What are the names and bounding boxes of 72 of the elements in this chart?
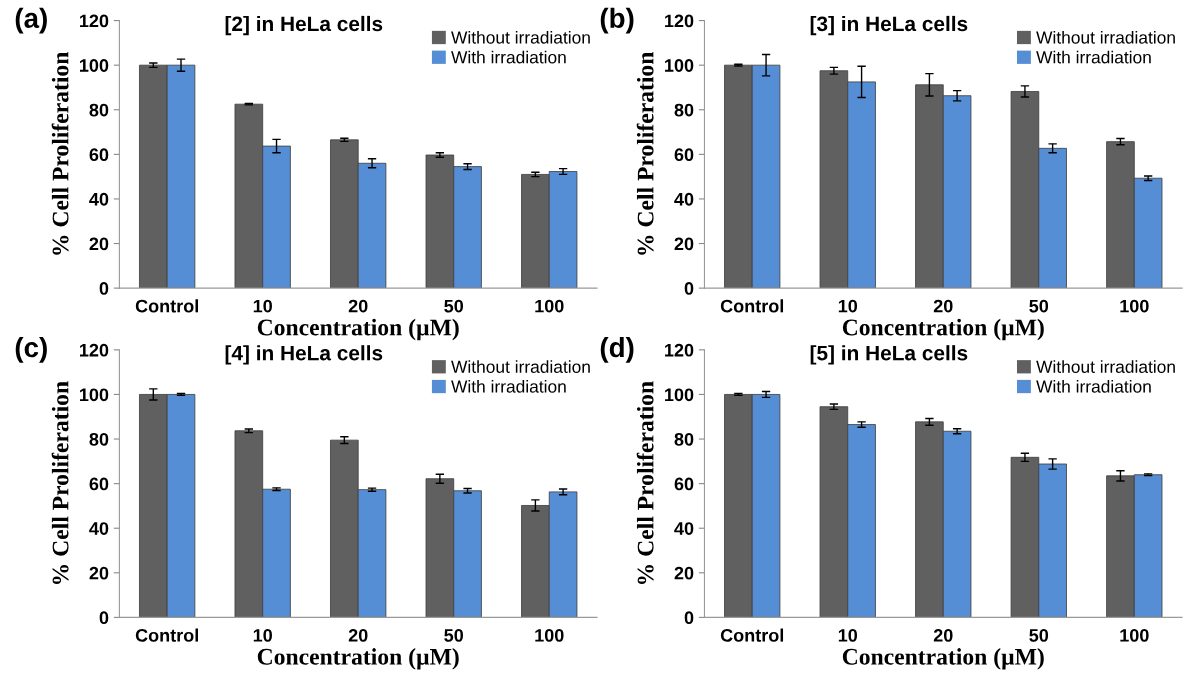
legend-label: Without irradiation <box>451 30 590 44</box>
y-tick-label: 60 <box>89 148 109 162</box>
text: (c) <box>15 336 47 363</box>
y-tick-label: 120 <box>80 14 109 28</box>
y-axis-title: % Cell Proliferation <box>636 51 654 255</box>
y-tick-label: 0 <box>99 611 109 625</box>
text: (b) <box>600 7 634 34</box>
y-axis-title: % Cell Proliferation <box>51 381 69 584</box>
x-tick-label: 100 <box>1120 628 1149 642</box>
x-tick-label: 20 <box>933 299 953 313</box>
x-tick-label: 10 <box>253 299 272 313</box>
legend-label: Without irradiation <box>1036 360 1175 373</box>
y-tick-label: 100 <box>80 388 109 402</box>
legend-label: Without irradiation <box>451 360 590 373</box>
x-tick-label: 20 <box>348 628 368 642</box>
y-tick-label: 0 <box>684 611 694 625</box>
chart-title: [4] in HeLa cells <box>225 345 383 365</box>
x-tick-label: 10 <box>253 628 272 642</box>
y-tick-label: 100 <box>665 388 694 402</box>
x-tick-label: 100 <box>1120 299 1149 313</box>
x-tick-label: 50 <box>1029 299 1049 313</box>
x-tick-label: Control <box>720 299 784 313</box>
y-tick-label: 80 <box>89 103 109 117</box>
y-tick-label: 40 <box>89 192 109 206</box>
y-tick-label: 40 <box>89 522 109 535</box>
x-tick-label: 20 <box>933 628 953 642</box>
legend-label: With irradiation <box>451 50 566 64</box>
legend-label: With irradiation <box>1036 50 1151 64</box>
y-tick-label: 60 <box>674 148 694 162</box>
y-axis-title: % Cell Proliferation <box>51 51 69 255</box>
legend-label: With irradiation <box>451 379 566 393</box>
legend-label: With irradiation <box>1036 379 1151 393</box>
x-axis-title: Concentration (µM) <box>257 648 459 670</box>
chart-title: [5] in HeLa cells <box>810 345 968 365</box>
text: (a) <box>15 7 47 34</box>
chart-title: [2] in HeLa cells <box>225 15 383 36</box>
x-tick-label: 50 <box>1029 628 1049 642</box>
y-tick-label: 20 <box>89 566 109 580</box>
y-tick-label: 80 <box>89 432 109 446</box>
x-axis-title: Concentration (µM) <box>842 318 1044 341</box>
y-tick-label: 20 <box>674 566 694 580</box>
y-tick-label: 40 <box>674 522 694 535</box>
y-tick-label: 20 <box>89 237 109 251</box>
text: (d) <box>600 336 634 363</box>
x-tick-label: 100 <box>535 299 564 313</box>
y-tick-label: 0 <box>684 282 694 295</box>
x-tick-label: Control <box>720 628 784 642</box>
x-tick-label: 10 <box>838 299 858 313</box>
y-tick-label: 60 <box>89 477 109 491</box>
y-tick-label: 100 <box>665 59 694 72</box>
x-tick-label: 20 <box>348 299 368 313</box>
y-tick-label: 40 <box>674 192 694 206</box>
y-tick-label: 80 <box>674 103 694 117</box>
chart-title: [3] in HeLa cells <box>810 15 968 36</box>
y-tick-label: 20 <box>674 237 694 251</box>
x-tick-label: 100 <box>535 628 564 642</box>
x-tick-label: Control <box>135 299 198 313</box>
y-tick-label: 120 <box>80 343 109 357</box>
y-tick-label: 120 <box>665 14 694 28</box>
x-axis-title: Concentration (µM) <box>257 318 459 341</box>
y-tick-label: 0 <box>99 282 109 295</box>
x-axis-title: Concentration (µM) <box>842 648 1044 670</box>
x-tick-label: 50 <box>444 299 464 313</box>
x-tick-label: 50 <box>444 628 464 642</box>
legend-label: Without irradiation <box>1036 30 1175 44</box>
x-tick-label: 10 <box>838 628 858 642</box>
y-tick-label: 80 <box>674 432 694 446</box>
y-tick-label: 60 <box>674 477 694 491</box>
y-tick-label: 100 <box>80 59 109 72</box>
x-tick-label: Control <box>135 628 198 642</box>
y-tick-label: 120 <box>665 343 694 357</box>
y-axis-title: % Cell Proliferation <box>636 381 654 584</box>
